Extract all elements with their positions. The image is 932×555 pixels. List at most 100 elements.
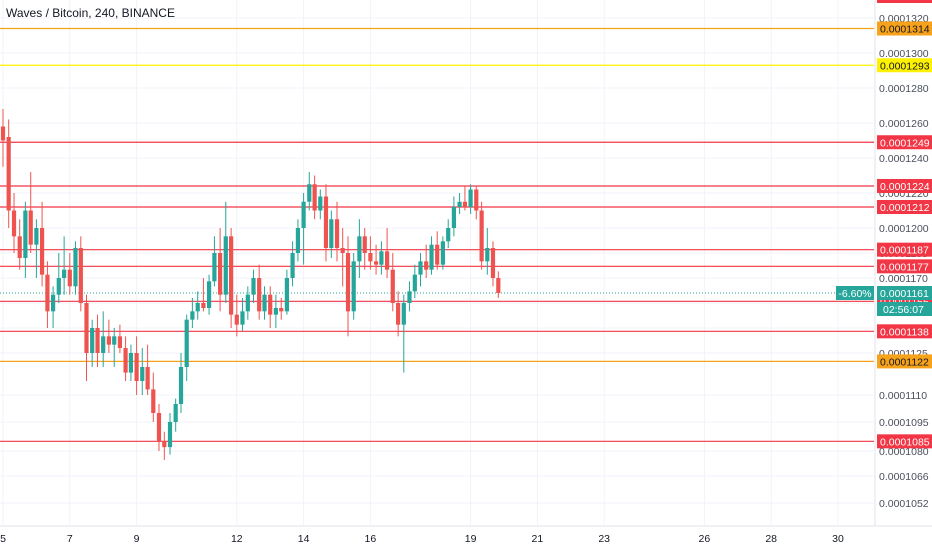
- candle[interactable]: [412, 264, 417, 298]
- candle[interactable]: [184, 314, 189, 381]
- candle[interactable]: [273, 294, 278, 328]
- candle[interactable]: [173, 398, 178, 432]
- candle[interactable]: [440, 236, 445, 270]
- candle[interactable]: [206, 274, 212, 315]
- candle[interactable]: [34, 219, 39, 278]
- candle[interactable]: [345, 236, 351, 337]
- level-badge-label: 0.0001177: [880, 261, 929, 273]
- candle[interactable]: [178, 353, 184, 413]
- candle[interactable]: [90, 319, 95, 367]
- candle[interactable]: [424, 244, 429, 278]
- candle[interactable]: [446, 219, 451, 248]
- candle[interactable]: [67, 253, 72, 295]
- candle-body: [45, 274, 50, 312]
- candle[interactable]: [56, 253, 61, 303]
- candle[interactable]: [240, 298, 245, 332]
- candle[interactable]: [496, 271, 501, 298]
- candle[interactable]: [73, 241, 78, 295]
- candle[interactable]: [223, 201, 228, 303]
- candle[interactable]: [340, 228, 345, 287]
- candle-body: [78, 248, 83, 303]
- candle[interactable]: [474, 186, 479, 220]
- candle[interactable]: [234, 294, 239, 337]
- candle[interactable]: [190, 298, 195, 328]
- candle[interactable]: [323, 184, 329, 262]
- candle[interactable]: [62, 236, 67, 295]
- candle[interactable]: [373, 244, 379, 275]
- candle[interactable]: [45, 261, 50, 328]
- price-axis[interactable]: [875, 0, 932, 550]
- candle[interactable]: [78, 236, 83, 312]
- candle[interactable]: [245, 286, 250, 320]
- candle[interactable]: [479, 201, 484, 270]
- candle[interactable]: [368, 236, 373, 270]
- candle[interactable]: [28, 172, 33, 253]
- candle[interactable]: [123, 336, 128, 381]
- candle[interactable]: [140, 348, 145, 395]
- candle[interactable]: [84, 294, 89, 381]
- candle[interactable]: [362, 228, 367, 270]
- candle[interactable]: [218, 228, 223, 312]
- candle[interactable]: [112, 328, 117, 367]
- candle[interactable]: [212, 236, 217, 287]
- candle[interactable]: [334, 201, 340, 262]
- candle[interactable]: [451, 196, 456, 237]
- candle[interactable]: [468, 184, 473, 214]
- candle[interactable]: [195, 291, 200, 320]
- time-axis[interactable]: [0, 526, 932, 550]
- candle[interactable]: [407, 281, 412, 312]
- candle[interactable]: [396, 291, 401, 337]
- candle[interactable]: [17, 219, 22, 270]
- level-badge: [877, 135, 932, 150]
- candle[interactable]: [128, 344, 134, 381]
- candle[interactable]: [11, 193, 17, 253]
- candle[interactable]: [379, 241, 384, 275]
- candle[interactable]: [418, 253, 423, 287]
- candle[interactable]: [490, 241, 496, 287]
- candle[interactable]: [262, 286, 267, 320]
- candle[interactable]: [279, 298, 284, 320]
- candle[interactable]: [390, 253, 395, 312]
- candle[interactable]: [351, 253, 356, 320]
- candle[interactable]: [117, 324, 122, 353]
- candle[interactable]: [268, 286, 273, 328]
- chart-title: Waves / Bitcoin, 240, BINANCE: [6, 6, 175, 20]
- candle[interactable]: [39, 201, 45, 287]
- candle[interactable]: [251, 269, 256, 303]
- candle[interactable]: [295, 219, 301, 262]
- candle[interactable]: [167, 413, 173, 455]
- candle-body: [284, 278, 289, 312]
- candle[interactable]: [95, 314, 100, 367]
- candle[interactable]: [312, 175, 317, 220]
- candle[interactable]: [462, 186, 468, 211]
- candle[interactable]: [51, 286, 56, 328]
- candle[interactable]: [284, 269, 289, 315]
- candle[interactable]: [6, 119, 11, 229]
- candle[interactable]: [429, 236, 434, 275]
- candle[interactable]: [201, 278, 206, 312]
- candle[interactable]: [329, 210, 334, 259]
- candle[interactable]: [385, 228, 390, 278]
- candle[interactable]: [101, 311, 106, 367]
- candle[interactable]: [257, 264, 262, 320]
- candle[interactable]: [401, 294, 406, 373]
- candle[interactable]: [106, 319, 111, 353]
- candle[interactable]: [151, 372, 156, 422]
- candle[interactable]: [134, 336, 139, 395]
- candle[interactable]: [290, 241, 295, 287]
- candle[interactable]: [145, 344, 150, 395]
- candle[interactable]: [23, 201, 28, 278]
- candle[interactable]: [318, 189, 323, 220]
- candle[interactable]: [0, 109, 6, 167]
- candle[interactable]: [162, 431, 167, 460]
- candle[interactable]: [457, 193, 462, 214]
- candle[interactable]: [301, 193, 306, 265]
- candle[interactable]: [307, 172, 312, 211]
- candle[interactable]: [357, 219, 362, 278]
- candle[interactable]: [229, 228, 234, 328]
- candle[interactable]: [156, 404, 162, 451]
- candle[interactable]: [435, 231, 440, 270]
- candle[interactable]: [485, 228, 490, 275]
